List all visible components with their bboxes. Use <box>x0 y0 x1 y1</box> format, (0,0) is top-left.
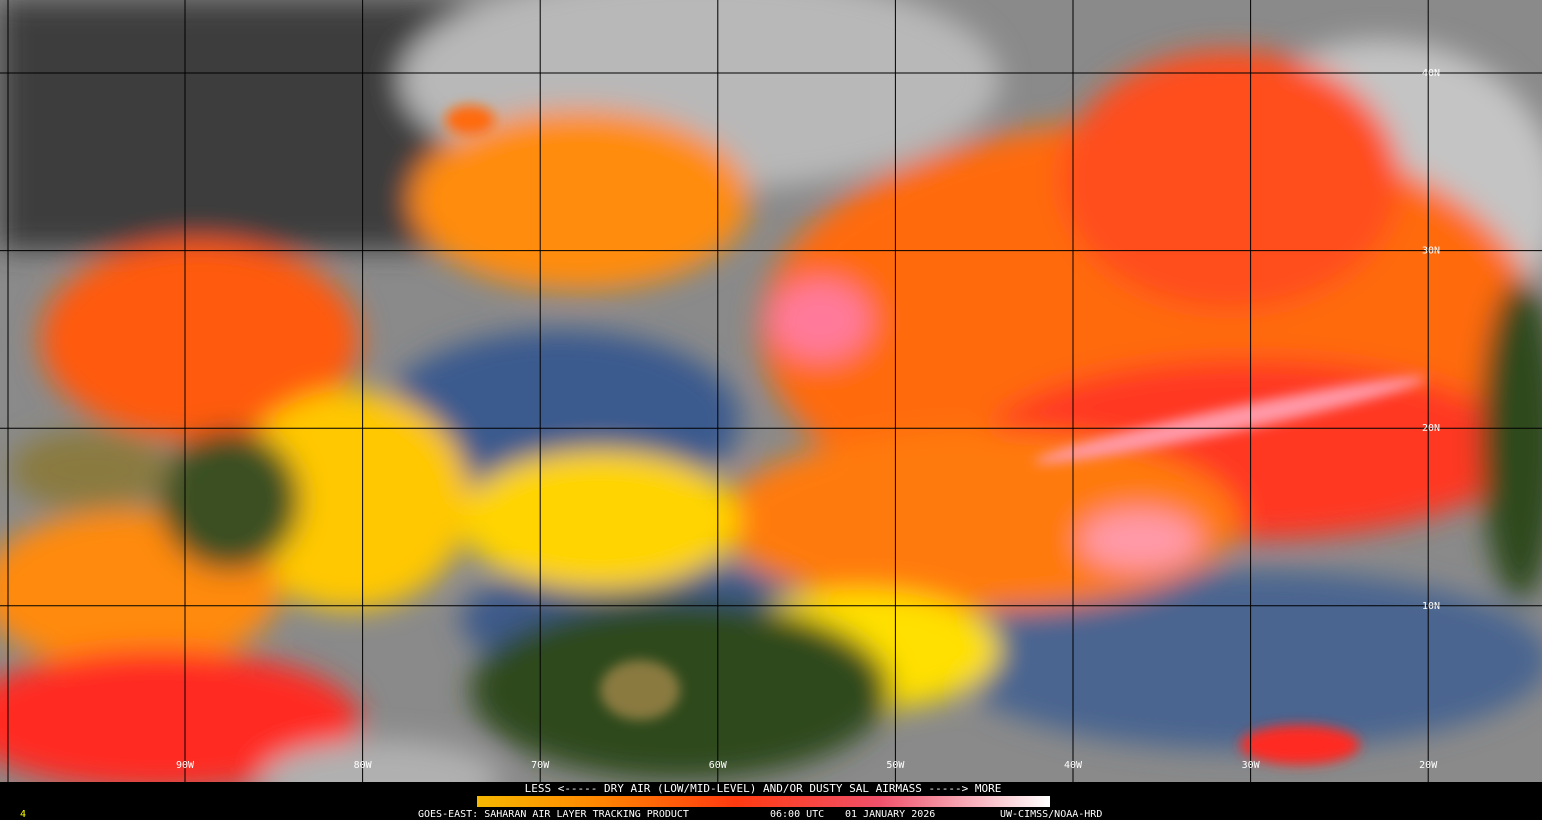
longitude-label: 50W <box>886 760 905 771</box>
longitude-label: 70W <box>531 760 550 771</box>
longitude-label: 30W <box>1242 760 1261 771</box>
latitude-label: 30N <box>1422 246 1440 257</box>
credit-label: UW-CIMSS/NOAA-HRD <box>1000 809 1102 820</box>
date-label: 01 JANUARY 2026 <box>845 809 935 820</box>
longitude-label: 20W <box>1419 760 1438 771</box>
imagery-detail <box>445 105 1426 765</box>
longitude-label: 60W <box>709 760 728 771</box>
color-scale <box>477 796 1050 807</box>
latitude-label: 20N <box>1422 423 1440 434</box>
longitude-label: 90W <box>176 760 195 771</box>
latitude-label: 10N <box>1422 601 1440 612</box>
time-label: 06:00 UTC <box>770 809 824 820</box>
longitude-label: 40W <box>1064 760 1083 771</box>
product-name: GOES-EAST: SAHARAN AIR LAYER TRACKING PR… <box>418 809 689 820</box>
frame-index: 4 <box>20 809 26 820</box>
legend-caption: LESS <----- DRY AIR (LOW/MID-LEVEL) AND/… <box>525 782 1002 795</box>
latitude-label: 40N <box>1422 68 1440 79</box>
longitude-label: 80W <box>354 760 373 771</box>
